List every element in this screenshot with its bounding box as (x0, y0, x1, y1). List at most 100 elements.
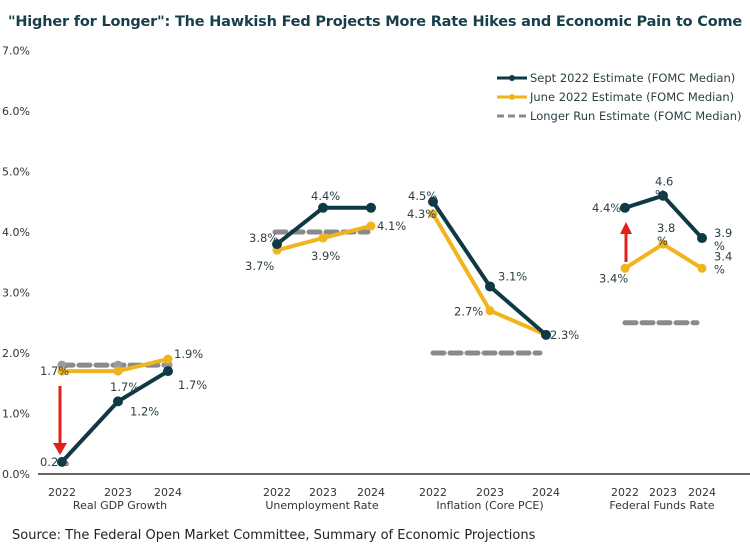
sept-data-label: 1.7% (178, 378, 207, 392)
june-data-label-line: 2.3% (550, 328, 579, 342)
sept-data-label: 3.8% (249, 231, 278, 245)
x-tick-label: 2024 (357, 486, 385, 499)
june-data-label: 4.3% (407, 207, 436, 221)
y-tick-label-line: 6.0% (2, 105, 30, 118)
june-data-label-line: 1.7% (40, 364, 69, 378)
sept-data-label-line: 4.5% (408, 189, 437, 203)
june-estimate-point (318, 233, 328, 243)
x-tick-label: 2024 (688, 486, 716, 499)
sept-data-label: 4.4% (311, 189, 340, 203)
y-tick-label: 4.0% (2, 226, 30, 239)
sept-estimate-point (272, 239, 282, 250)
june-data-label-line: 3.4 (714, 249, 732, 263)
x-tick-label-line: 2022 (263, 486, 291, 499)
legend-entry-line: Longer Run Estimate (FOMC Median) (530, 109, 742, 123)
y-tick-label: 7.0% (2, 45, 30, 58)
y-tick-label: 2.0% (2, 347, 30, 360)
x-tick-label-line: 2023 (309, 486, 337, 499)
y-tick-label-line: 5.0% (2, 166, 30, 179)
june-data-label-line: 1.9% (174, 347, 203, 361)
y-tick-label-line: 3.0% (2, 287, 30, 300)
june-data-label-line: 2.7% (454, 305, 483, 319)
y-tick-label-line: 4.0% (2, 226, 30, 239)
sept-data-label: 4.4% (592, 201, 621, 215)
sept-data-label: 3.1% (498, 269, 527, 283)
june-estimate-line (431, 212, 547, 337)
x-tick-label-line: 2024 (532, 486, 560, 499)
sept-estimate-point (113, 396, 123, 407)
x-tick-label: 2023 (309, 486, 337, 499)
source-note: Source: The Federal Open Market Committe… (12, 528, 536, 543)
y-tick-label: 1.0% (2, 408, 30, 421)
june-data-label: 3.4% (714, 249, 732, 276)
y-tick-label: 6.0% (2, 105, 30, 118)
sept-data-label-line: 1.2% (130, 404, 159, 418)
june-estimate-point (57, 366, 67, 376)
june-data-label-line: 1.7% (110, 380, 139, 394)
june-data-label: 3.8% (657, 221, 675, 248)
legend-june-marker (509, 94, 515, 100)
june-data-label-line: % (714, 262, 725, 276)
group-label-line: Real GDP Growth (73, 499, 167, 512)
group-label: Federal Funds Rate (609, 499, 714, 512)
sept-data-label: 0.2% (40, 455, 69, 469)
group-label: Inflation (Core PCE) (436, 499, 543, 512)
y-tick-label-line: 0.0% (2, 468, 30, 481)
group-label-line: Federal Funds Rate (609, 499, 714, 512)
june-data-label-line: 3.4% (599, 271, 628, 285)
june-data-label: 4.1% (377, 219, 406, 233)
sept-data-label-line: 4.6 (655, 175, 673, 189)
sept-estimate-point (318, 202, 328, 213)
sept-data-label: 1.2% (130, 404, 159, 418)
june-estimate-point (620, 263, 630, 273)
june-estimate-point (163, 354, 173, 364)
june-data-label: 3.4% (599, 271, 628, 285)
x-tick-label-line: 2022 (419, 486, 447, 499)
june-estimate-point (697, 263, 707, 273)
change-arrow-down-icon (53, 443, 67, 455)
june-data-label-line: 3.9% (311, 249, 340, 263)
sept-data-label-line: 4.4% (592, 201, 621, 215)
june-data-label-line: % (657, 234, 668, 248)
sept-estimate-point (428, 196, 438, 207)
sept-estimate-point (366, 202, 376, 213)
y-tick-label: 3.0% (2, 287, 30, 300)
y-tick-label-line: 7.0% (2, 45, 30, 58)
june-data-label-line: 4.1% (377, 219, 406, 233)
june-estimate-point (366, 221, 376, 231)
legend-entry: June 2022 Estimate (FOMC Median) (529, 90, 734, 104)
sept-data-label-line: 4.4% (311, 189, 340, 203)
june-data-label: 3.9% (311, 249, 340, 263)
x-tick-label: 2023 (104, 486, 132, 499)
june-data-label: 1.7% (110, 380, 139, 394)
sept-estimate-point (658, 190, 668, 201)
sept-estimate-point (697, 233, 707, 244)
group-label-line: Inflation (Core PCE) (436, 499, 543, 512)
june-estimate-point (485, 306, 495, 316)
sept-estimate-point (57, 456, 67, 467)
x-tick-label-line: 2023 (649, 486, 677, 499)
sept-data-label: 4.5% (408, 189, 437, 203)
june-data-label: 2.7% (454, 305, 483, 319)
legend-entry-line: June 2022 Estimate (FOMC Median) (529, 90, 734, 104)
y-tick-label: 0.0% (2, 468, 30, 481)
y-tick-label: 5.0% (2, 166, 30, 179)
june-data-label: 1.7% (40, 364, 69, 378)
june-estimate-point (113, 366, 123, 376)
x-tick-label-line: 2024 (154, 486, 182, 499)
x-tick-label: 2022 (419, 486, 447, 499)
sept-estimate-point (620, 202, 630, 213)
sept-estimate-point (485, 281, 495, 292)
y-tick-label-line: 2.0% (2, 347, 30, 360)
x-tick-label-line: 2022 (611, 486, 639, 499)
x-tick-label-line: 2023 (104, 486, 132, 499)
x-tick-label-line: 2024 (688, 486, 716, 499)
legend-sept-marker (509, 75, 515, 81)
x-tick-label: 2024 (154, 486, 182, 499)
chart-title: "Higher for Longer": The Hawkish Fed Pro… (7, 14, 743, 30)
group-label-line: Unemployment Rate (265, 499, 379, 512)
x-tick-label-line: 2024 (357, 486, 385, 499)
sept-data-label-line: 1.7% (178, 378, 207, 392)
june-estimate-point (428, 209, 438, 219)
sept-data-label-line: % (714, 239, 725, 253)
